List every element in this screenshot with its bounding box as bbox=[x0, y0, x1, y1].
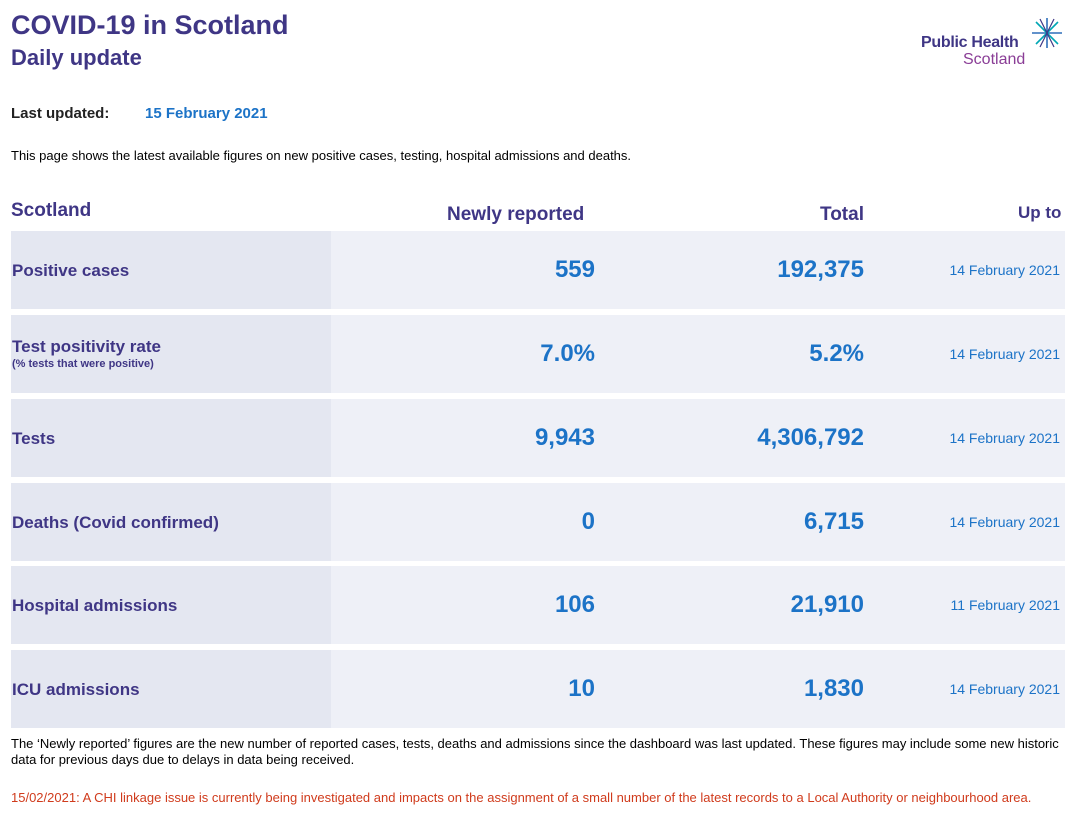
newly-reported-value: 10 bbox=[568, 675, 595, 702]
row-label: ICU admissions bbox=[12, 680, 140, 699]
total-value: 6,715 bbox=[803, 508, 864, 535]
row-label: Deaths (Covid confirmed) bbox=[12, 513, 219, 532]
row-label: Test positivity rate bbox=[12, 337, 161, 356]
newly-reported-value: 9,943 bbox=[534, 424, 595, 451]
row-label: Positive cases bbox=[12, 261, 130, 280]
row-sublabel: (% tests that were positive) bbox=[12, 358, 154, 370]
table-row: Hospital admissions 106 21,910 11 Februa… bbox=[11, 566, 1065, 644]
newly-reported-value: 559 bbox=[554, 256, 595, 283]
row-label-cell bbox=[11, 399, 331, 477]
row-label: Hospital admissions bbox=[12, 596, 178, 615]
page-subtitle: Daily update bbox=[11, 45, 142, 70]
row-label: Tests bbox=[12, 429, 56, 448]
table-row: Deaths (Covid confirmed) 0 6,715 14 Febr… bbox=[11, 483, 1065, 561]
header-newly-reported: Newly reported bbox=[447, 204, 585, 225]
up-to-date: 11 February 2021 bbox=[950, 597, 1060, 613]
intro-text: This page shows the latest available fig… bbox=[11, 148, 632, 163]
row-label-cell bbox=[11, 566, 331, 644]
row-label-cell bbox=[11, 483, 331, 561]
newly-reported-footnote: The ‘Newly reported’ figures are the new… bbox=[11, 736, 1059, 767]
row-label-cell bbox=[11, 231, 331, 309]
table-row: Test positivity rate (% tests that were … bbox=[11, 315, 1065, 393]
up-to-date: 14 February 2021 bbox=[949, 514, 1060, 530]
header-scotland: Scotland bbox=[11, 200, 92, 221]
table-row: Positive cases 559 192,375 14 February 2… bbox=[11, 231, 1065, 309]
last-updated-label: Last updated: bbox=[11, 105, 110, 122]
total-value: 1,830 bbox=[803, 675, 864, 702]
header-up-to: Up to bbox=[1018, 203, 1062, 222]
newly-reported-value: 106 bbox=[554, 591, 595, 618]
up-to-date: 14 February 2021 bbox=[949, 346, 1060, 362]
public-health-scotland-logo: Public Health Scotland bbox=[918, 14, 1068, 74]
table-row: Tests 9,943 4,306,792 14 February 2021 bbox=[11, 399, 1065, 477]
table-row: ICU admissions 10 1,830 14 February 2021 bbox=[11, 650, 1065, 728]
header-total: Total bbox=[820, 204, 864, 225]
row-label-cell bbox=[11, 650, 331, 728]
total-value: 4,306,792 bbox=[757, 424, 864, 451]
last-updated-date: 15 February 2021 bbox=[145, 105, 268, 122]
total-value: 5.2% bbox=[809, 340, 864, 367]
phs-star-icon bbox=[1032, 18, 1062, 48]
up-to-date: 14 February 2021 bbox=[949, 681, 1060, 697]
row-label-cell bbox=[11, 315, 331, 393]
logo-text-public-health: Public Health bbox=[921, 34, 1019, 51]
data-issue-warning: 15/02/2021: A CHI linkage issue is curre… bbox=[11, 790, 1032, 805]
newly-reported-value: 7.0% bbox=[540, 340, 595, 367]
logo-text-scotland: Scotland bbox=[963, 51, 1026, 68]
page-title: COVID-19 in Scotland bbox=[11, 10, 289, 40]
newly-reported-value: 0 bbox=[581, 508, 595, 535]
total-value: 21,910 bbox=[790, 591, 864, 618]
up-to-date: 14 February 2021 bbox=[949, 430, 1060, 446]
total-value: 192,375 bbox=[777, 256, 864, 283]
up-to-date: 14 February 2021 bbox=[949, 262, 1060, 278]
